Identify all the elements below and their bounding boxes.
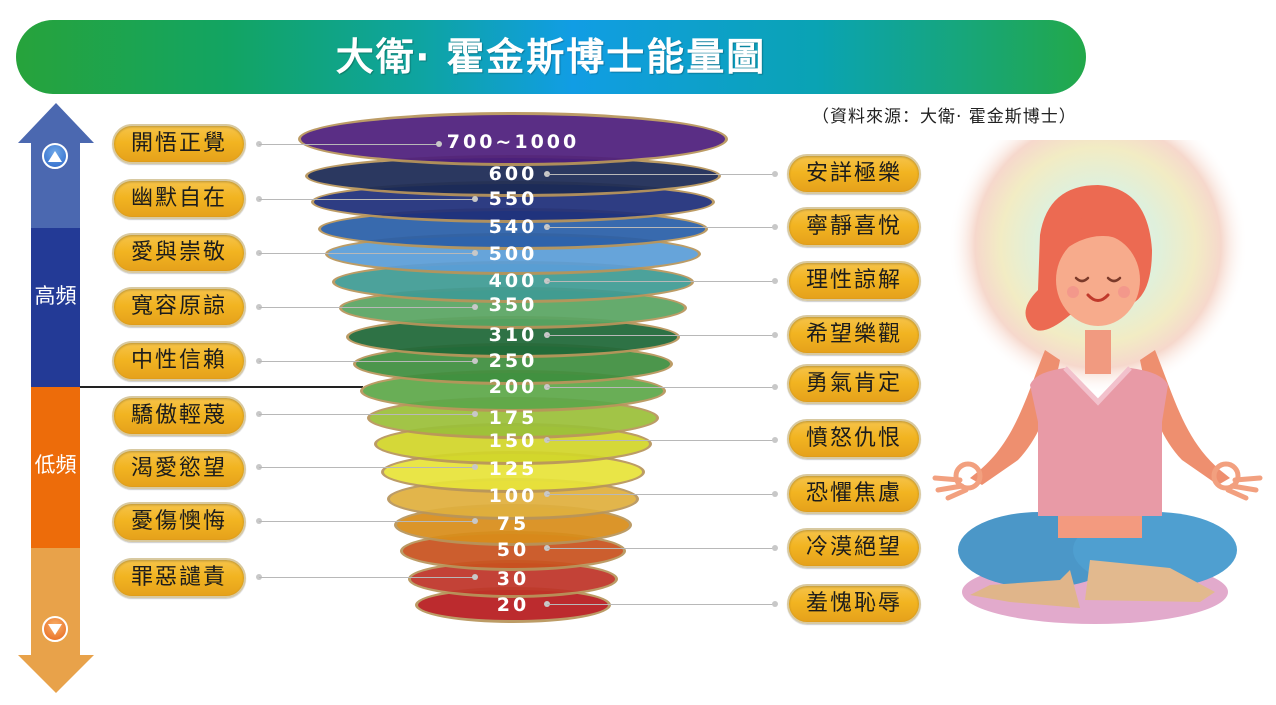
emotion-pill: 驕傲輕蔑: [112, 396, 246, 436]
emotion-pill: 安詳極樂: [787, 154, 921, 194]
page-title: 大衛‧ 霍金斯博士能量圖: [335, 35, 767, 79]
level-value: 550: [488, 188, 538, 210]
emotion-pill: 憂傷懊悔: [112, 502, 246, 542]
level-ellipse-700-1000: [298, 112, 728, 166]
level-value: 150: [488, 430, 538, 452]
emotion-pill: 恐懼焦慮: [787, 474, 921, 514]
emotion-pill: 寧靜喜悅: [787, 207, 921, 247]
emotion-pill: 幽默自在: [112, 179, 246, 219]
arrow-shaft-high: [31, 228, 80, 387]
face: [1056, 234, 1140, 326]
level-value: 75: [496, 513, 530, 535]
level-value: 350: [488, 294, 538, 316]
emotion-pill: 中性信賴: [112, 341, 246, 381]
title-banner: 大衛‧ 霍金斯博士能量圖: [16, 20, 1086, 94]
level-value: 20: [496, 594, 530, 616]
source-note: （資料來源：大衛‧ 霍金斯博士）: [812, 107, 1077, 127]
arrow-shaft-low: [31, 387, 80, 548]
emotion-pill: 希望樂觀: [787, 315, 921, 355]
level-value: 400: [488, 270, 538, 292]
emotion-pill: 憤怒仇恨: [787, 419, 921, 459]
level-value: 125: [488, 458, 538, 480]
high-low-divider: [80, 386, 363, 388]
shirt: [1030, 368, 1168, 516]
arrow-down-circle-icon: [42, 616, 68, 642]
level-value: 250: [488, 350, 538, 372]
meditating-woman-illustration: [932, 140, 1263, 624]
level-value: 500: [488, 243, 538, 265]
arrow-head-up-icon: [18, 103, 94, 143]
high-frequency-label: 高頻: [34, 284, 77, 308]
level-value: 50: [496, 539, 530, 561]
emotion-pill: 愛與崇敬: [112, 233, 246, 273]
level-value: 310: [488, 324, 538, 346]
level-value: 100: [488, 485, 538, 507]
emotion-pill: 罪惡譴責: [112, 558, 246, 598]
level-value: 600: [488, 163, 538, 185]
level-value: 540: [488, 216, 538, 238]
arrow-head-down-icon: [18, 655, 94, 693]
emotion-pill: 冷漠絕望: [787, 528, 921, 568]
level-value: 200: [488, 376, 538, 398]
arrow-up-circle-icon: [42, 143, 68, 169]
emotion-pill: 勇氣肯定: [787, 364, 921, 404]
emotion-pill: 開悟正覺: [112, 124, 246, 164]
emotion-pill: 寬容原諒: [112, 287, 246, 327]
emotion-pill: 羞愧恥辱: [787, 584, 921, 624]
level-value: 700~1000: [446, 131, 580, 153]
level-value: 175: [488, 407, 538, 429]
emotion-pill: 理性諒解: [787, 261, 921, 301]
low-frequency-label: 低頻: [34, 453, 77, 477]
level-value: 30: [496, 568, 530, 590]
emotion-pill: 渴愛慾望: [112, 449, 246, 489]
